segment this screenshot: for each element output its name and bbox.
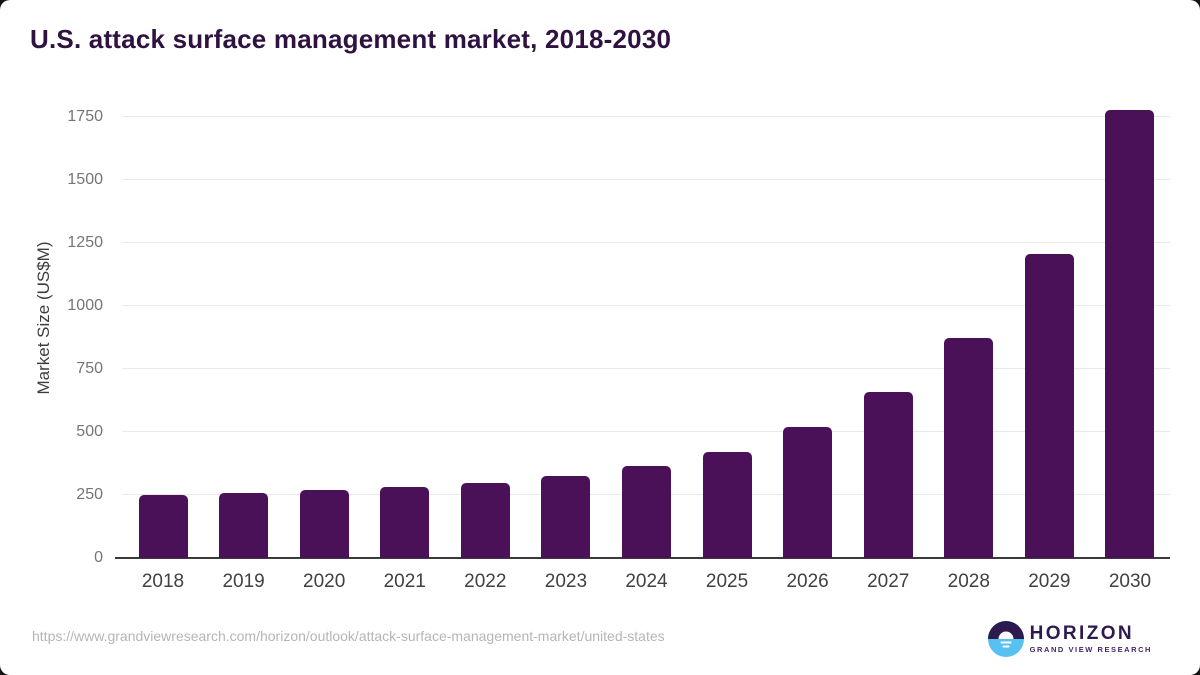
y-tick-label-1000: 1000	[67, 297, 103, 314]
x-tick-label-2029: 2029	[1028, 571, 1071, 592]
y-tick-label-500: 500	[76, 423, 103, 440]
x-tick-label-2026: 2026	[786, 571, 829, 592]
bar-2022	[460, 483, 510, 558]
gridline-500	[122, 431, 1170, 432]
bar-2019	[219, 493, 269, 558]
bar-2029	[1024, 254, 1074, 558]
bar-2025	[702, 452, 752, 558]
y-tick-label-750: 750	[76, 360, 103, 377]
x-tick-label-2028: 2028	[947, 571, 990, 592]
x-tick-label-2022: 2022	[464, 571, 507, 592]
bar-2021	[380, 487, 430, 558]
bar-2023	[541, 476, 591, 558]
bar-2028	[944, 338, 994, 558]
x-tick-label-2020: 2020	[303, 571, 346, 592]
logo-text: HORIZON GRAND VIEW RESEARCH	[1030, 624, 1152, 654]
x-tick-label-2023: 2023	[544, 571, 588, 592]
gridline-750	[122, 368, 1170, 369]
source-url: https://www.grandviewresearch.com/horizo…	[32, 628, 665, 644]
x-tick-label-2027: 2027	[867, 571, 910, 592]
y-tick-label-1750: 1750	[67, 108, 103, 125]
x-tick-label-2019: 2019	[222, 571, 265, 592]
x-axis-line	[115, 557, 1170, 559]
horizon-logo: HORIZON GRAND VIEW RESEARCH	[987, 621, 1152, 657]
horizon-sunrise-circle-icon	[987, 621, 1024, 657]
y-tick-label-250: 250	[76, 486, 103, 503]
x-tick-label-2025: 2025	[705, 571, 749, 592]
y-axis-title: Market Size (US$M)	[34, 241, 53, 395]
bar-2024	[621, 466, 671, 558]
y-tick-label-1500: 1500	[67, 171, 103, 188]
logo-subtitle: GRAND VIEW RESEARCH	[1029, 645, 1152, 655]
gridline-1500	[122, 179, 1170, 180]
gridline-1750	[122, 116, 1170, 117]
chart-title: U.S. attack surface management market, 2…	[30, 24, 672, 54]
gridline-1250	[122, 242, 1170, 243]
bar-2026	[783, 427, 833, 558]
gridline-1000	[122, 305, 1170, 306]
x-tick-label-2021: 2021	[383, 571, 426, 592]
bar-2020	[299, 490, 349, 558]
bar-2018	[138, 495, 188, 558]
bar-2027	[863, 392, 913, 558]
x-tick-label-2024: 2024	[625, 571, 668, 592]
x-tick-label-2030: 2030	[1108, 571, 1152, 592]
y-tick-label-0: 0	[94, 549, 103, 566]
x-tick-label-2018: 2018	[141, 571, 185, 592]
logo-name: HORIZON	[1029, 623, 1135, 645]
y-tick-label-1250: 1250	[67, 234, 103, 251]
bar-2030	[1105, 110, 1155, 558]
bar-chart-plot-area: 0 250 500 750 1000 1250 1500 1750 2018 2019 2020 20…	[67, 108, 1170, 592]
